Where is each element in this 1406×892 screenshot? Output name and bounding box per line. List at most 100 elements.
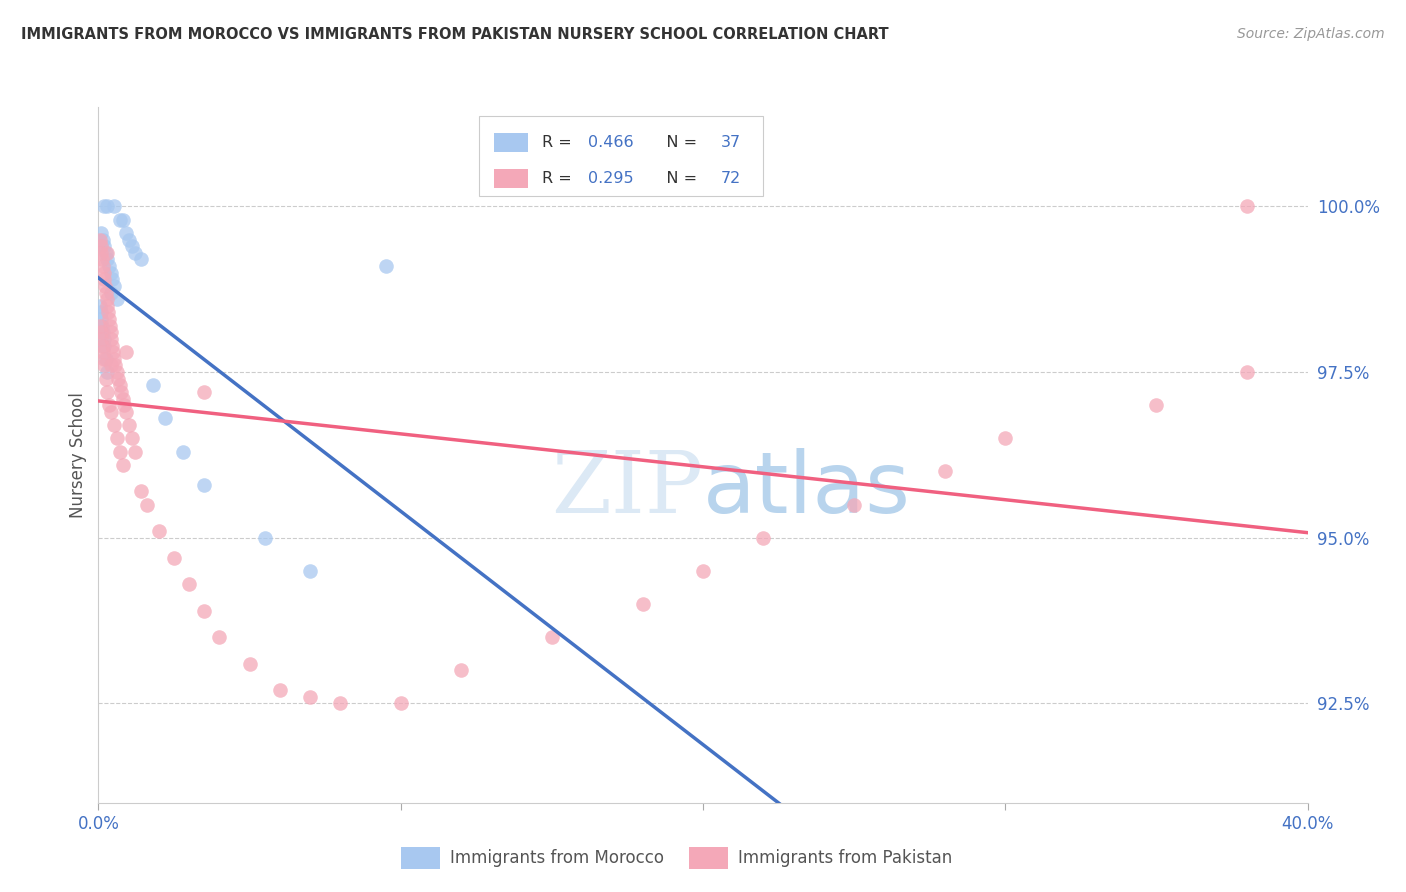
Text: N =: N = <box>651 135 702 150</box>
Point <box>148 524 170 538</box>
Point <box>1144 398 1167 412</box>
Point <box>135 498 157 512</box>
Point <box>329 697 352 711</box>
Point <box>121 431 143 445</box>
Point <box>105 292 128 306</box>
Point <box>374 259 396 273</box>
Point <box>450 663 472 677</box>
Point <box>299 690 322 704</box>
Point <box>239 657 262 671</box>
Text: 0.466: 0.466 <box>588 135 634 150</box>
Point <box>105 431 128 445</box>
Point <box>108 444 131 458</box>
Point <box>89 318 111 333</box>
Point <box>118 418 141 433</box>
Point <box>103 351 125 366</box>
Point <box>844 498 866 512</box>
Point <box>91 252 114 267</box>
Point <box>101 272 124 286</box>
Point <box>96 199 118 213</box>
Point <box>269 683 291 698</box>
Point <box>94 279 117 293</box>
Point <box>103 199 125 213</box>
FancyBboxPatch shape <box>494 169 527 188</box>
Point <box>91 338 114 352</box>
Point <box>540 630 562 644</box>
Point <box>98 259 121 273</box>
Point <box>96 384 118 399</box>
Point <box>91 259 114 273</box>
Point <box>94 372 117 386</box>
Point <box>89 299 111 313</box>
Point <box>90 326 112 340</box>
Point <box>631 597 654 611</box>
Point <box>93 266 115 280</box>
Point <box>98 398 121 412</box>
Point <box>96 245 118 260</box>
Text: R =: R = <box>543 135 576 150</box>
Point <box>93 199 115 213</box>
Point <box>692 564 714 578</box>
Point <box>129 252 152 267</box>
Point <box>91 345 114 359</box>
Point <box>114 405 136 419</box>
Point <box>1236 365 1258 379</box>
Text: N =: N = <box>651 171 702 186</box>
Point <box>142 378 165 392</box>
Point <box>98 312 121 326</box>
Point <box>208 630 231 644</box>
Point <box>193 384 215 399</box>
Y-axis label: Nursery School: Nursery School <box>69 392 87 518</box>
Point <box>101 345 124 359</box>
Text: 37: 37 <box>721 135 741 150</box>
Point <box>100 285 122 300</box>
Point <box>193 477 215 491</box>
Text: atlas: atlas <box>703 448 911 532</box>
Point <box>94 351 117 366</box>
Point <box>108 378 131 392</box>
Point <box>179 577 201 591</box>
Point <box>90 305 112 319</box>
Text: ZIP: ZIP <box>551 448 703 532</box>
Point <box>752 531 775 545</box>
Point <box>100 405 122 419</box>
Point <box>129 484 152 499</box>
FancyBboxPatch shape <box>479 116 763 196</box>
Point <box>253 531 276 545</box>
Point <box>111 392 134 406</box>
Point <box>105 365 128 379</box>
Point <box>97 305 120 319</box>
Point <box>110 384 132 399</box>
Text: 0.295: 0.295 <box>588 171 634 186</box>
Point <box>299 564 322 578</box>
Point <box>96 365 118 379</box>
Point <box>93 272 115 286</box>
Point <box>94 285 117 300</box>
Point <box>93 351 115 366</box>
Text: Immigrants from Pakistan: Immigrants from Pakistan <box>738 849 952 867</box>
Point <box>93 239 115 253</box>
Point <box>121 239 143 253</box>
Point <box>100 326 122 340</box>
Point <box>93 332 115 346</box>
Point <box>994 431 1017 445</box>
Point <box>90 239 112 253</box>
Point <box>90 332 112 346</box>
Point <box>1236 199 1258 213</box>
Point <box>124 245 146 260</box>
Point <box>111 458 134 472</box>
Point <box>103 279 125 293</box>
Point <box>94 245 117 260</box>
Text: R =: R = <box>543 171 576 186</box>
Point <box>193 604 215 618</box>
Point <box>96 252 118 267</box>
Point <box>91 318 114 333</box>
Point <box>104 359 127 373</box>
Point <box>91 326 114 340</box>
Point <box>100 359 122 373</box>
Point <box>124 444 146 458</box>
Point <box>96 299 118 313</box>
Text: Immigrants from Morocco: Immigrants from Morocco <box>450 849 664 867</box>
Point <box>101 338 124 352</box>
Point <box>153 411 176 425</box>
